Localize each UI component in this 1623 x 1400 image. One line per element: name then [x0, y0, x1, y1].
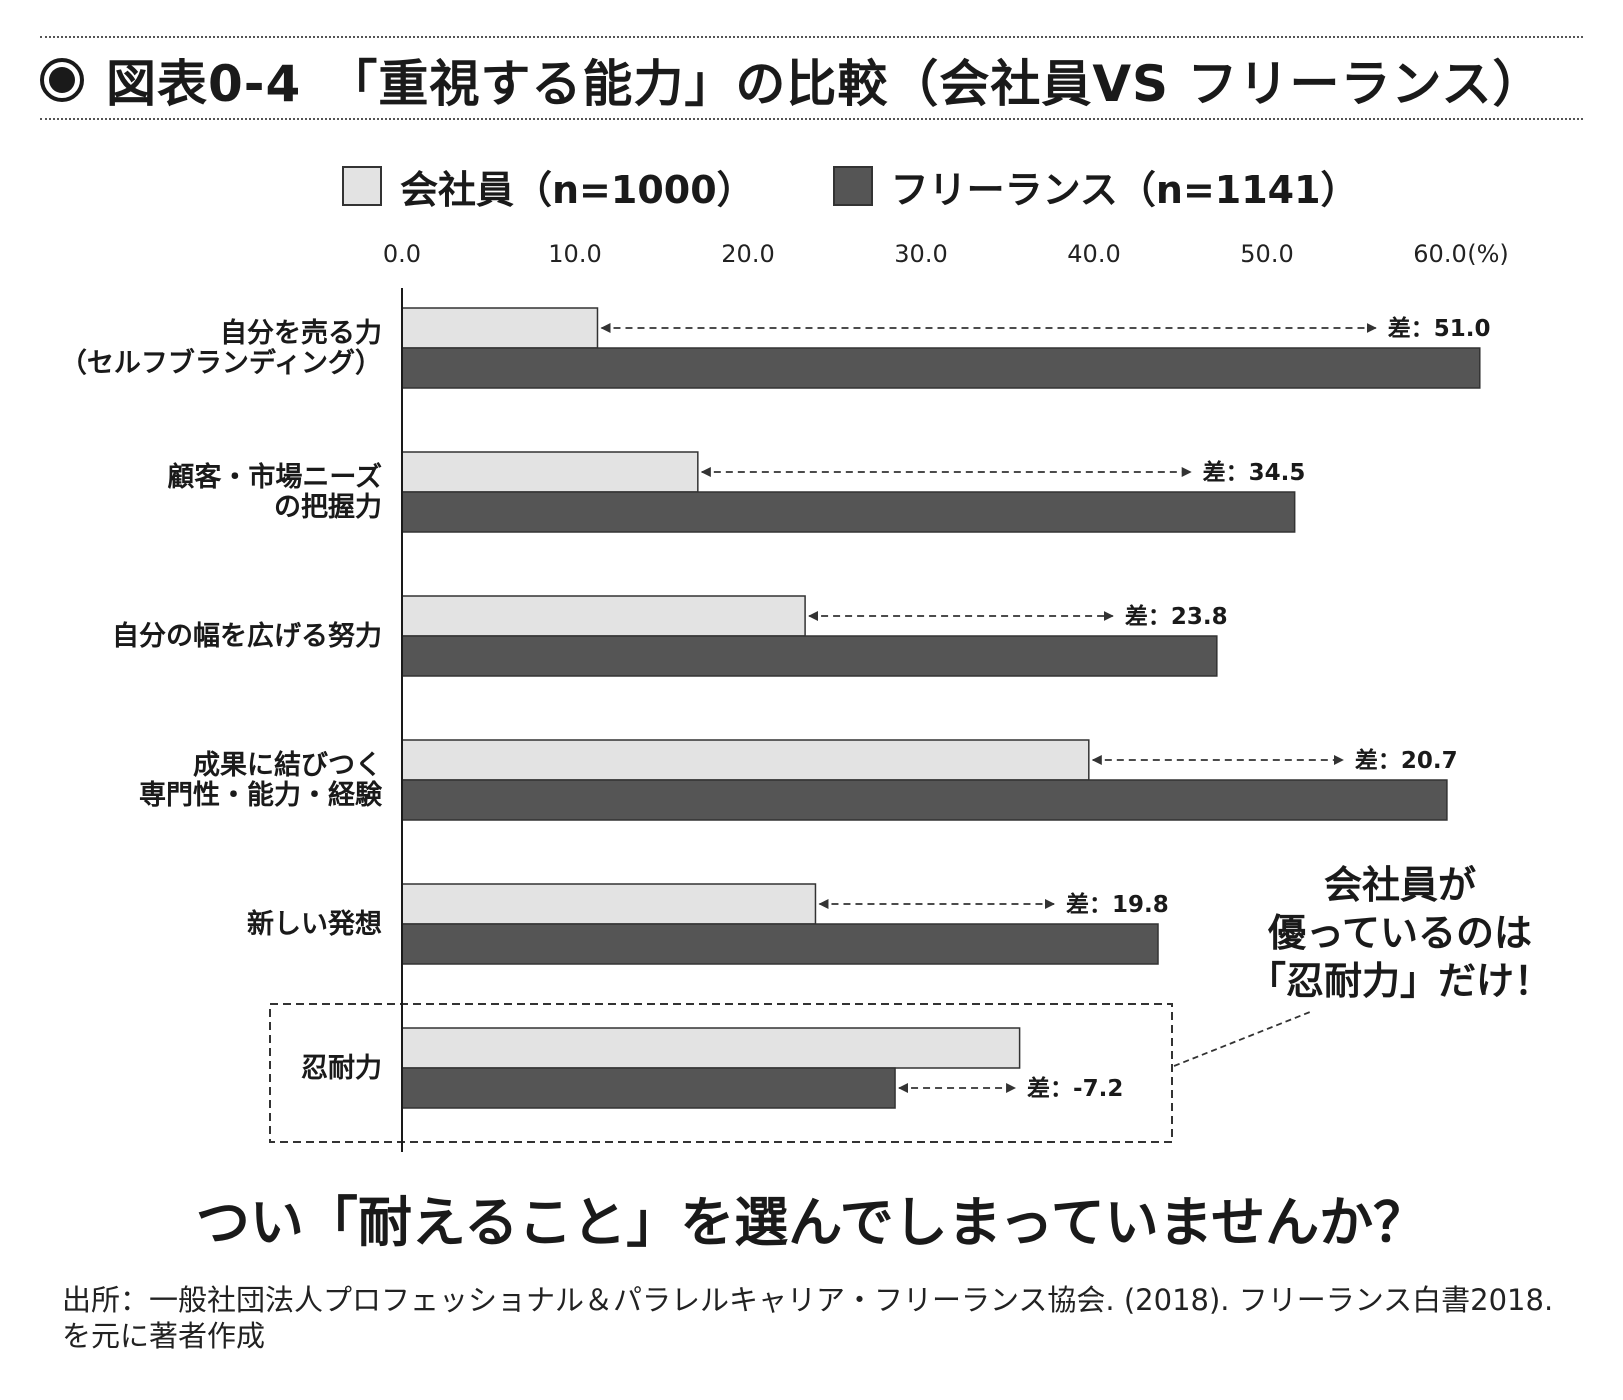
filled-circle-bullet-icon	[40, 58, 84, 102]
x-tick-label: 50.0	[1240, 240, 1293, 268]
category-label: 顧客・市場ニーズ	[167, 461, 382, 493]
category-label: 自分を売る力	[220, 317, 382, 349]
bar-freelance	[401, 779, 1448, 821]
difference-label: 差：20.7	[1355, 747, 1458, 774]
difference-label: 差：19.8	[1066, 891, 1169, 918]
bottom-divider	[40, 118, 1583, 120]
bar-chart: 0.0 10.0 20.0 30.0 40.0 50.0 60.0 (%) 自分を売る力（セルフ…	[60, 240, 1552, 1152]
source-note: 出所：一般社団法人プロフェッショナル＆パラレルキャリア・フリーランス協会. (2…	[62, 1283, 1554, 1353]
x-tick-label: 60.0	[1413, 240, 1466, 268]
chart-legend: 会社員（n=1000） フリーランス（n=1141）	[342, 160, 1359, 212]
x-unit-label: (%)	[1467, 240, 1509, 268]
bar-employee	[401, 1027, 1021, 1069]
bar-freelance	[401, 491, 1296, 533]
figure-title: 図表0-4 「重視する能力」の比較（会社員VS フリーランス）	[106, 55, 1544, 113]
x-tick-label: 0.0	[383, 240, 421, 268]
x-tick-label: 20.0	[721, 240, 774, 268]
difference-label: 差：34.5	[1203, 459, 1306, 486]
category-label: 自分の幅を広げる努力	[112, 620, 382, 652]
difference-label: 差：23.8	[1125, 603, 1228, 630]
category-label: の把握力	[274, 492, 382, 523]
legend-swatch-employee	[342, 166, 382, 206]
bar-freelance	[401, 1067, 896, 1109]
callout-text: 「忍耐力」だけ！	[1248, 959, 1552, 1003]
bar-employee	[401, 883, 817, 925]
difference-label: 差：51.0	[1388, 315, 1491, 342]
bar-employee	[401, 451, 699, 493]
x-tick-label: 10.0	[548, 240, 601, 268]
category-label: 新しい発想	[247, 908, 382, 940]
bar-freelance	[401, 923, 1159, 965]
callout-text: 優っているのは	[1267, 911, 1532, 955]
category-label: 忍耐力	[301, 1053, 382, 1084]
bar-employee	[401, 739, 1090, 781]
bar-freelance	[401, 347, 1481, 389]
legend-swatch-freelance	[832, 166, 873, 206]
x-tick-label: 40.0	[1067, 240, 1120, 268]
top-divider	[40, 36, 1583, 38]
bar-employee	[401, 307, 599, 349]
legend-label-employee: 会社員（n=1000）	[400, 167, 755, 212]
bar-freelance	[401, 635, 1218, 677]
tagline: つい「耐えること」を選んでしまっていませんか？	[195, 1191, 1428, 1254]
legend-label-freelance: フリーランス（n=1141）	[890, 167, 1359, 212]
bar-employee	[401, 595, 806, 637]
callout-text: 会社員が	[1324, 863, 1476, 907]
callout-leader-line	[1173, 1011, 1311, 1067]
x-tick-label: 30.0	[894, 240, 947, 268]
difference-label: 差：-7.2	[1027, 1075, 1123, 1102]
figure-title-row: 図表0-4 「重視する能力」の比較（会社員VS フリーランス）	[40, 48, 1543, 113]
category-label: 専門性・能力・経験	[139, 779, 383, 811]
category-label: （セルフブランディング）	[60, 347, 382, 379]
category-label: 成果に結びつく	[193, 749, 382, 781]
